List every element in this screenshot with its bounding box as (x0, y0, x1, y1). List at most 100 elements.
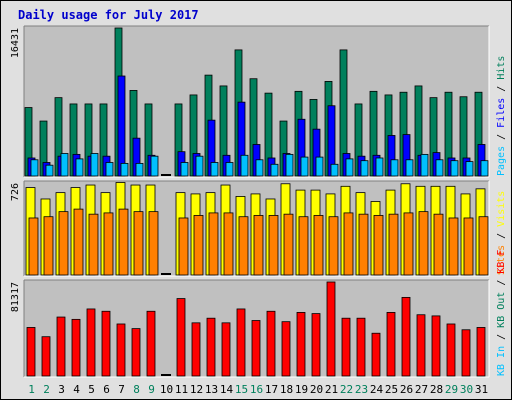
bar-kbf-day-12 (191, 322, 201, 377)
bar-kbf-day-15 (236, 308, 246, 377)
bar-kbf-day-7 (116, 323, 126, 377)
bar-sites-day-3 (58, 211, 69, 276)
bar-sites-day-20 (313, 215, 324, 276)
bar-sites-day-21 (328, 216, 339, 276)
bar-sites-day-25 (388, 213, 399, 276)
bar-sites-day-18 (283, 213, 294, 276)
bar-kbf-day-20 (311, 313, 321, 377)
x-tick-label: 18 (280, 383, 293, 396)
x-tick-label: 5 (88, 383, 95, 396)
bar-pages-day-29 (450, 160, 459, 177)
bar-sites-day-17 (268, 215, 279, 276)
bar-files-day-7 (117, 75, 126, 177)
bar-kbf-day-21 (326, 281, 336, 377)
bar-kbf-day-8 (131, 328, 141, 377)
bar-pages-day-4 (75, 158, 84, 177)
chart-title: Daily usage for July 2017 (18, 8, 199, 22)
legend-bottom-part-1: / (496, 328, 507, 346)
bar-kbf-day-27 (416, 314, 426, 377)
bar-sites-day-28 (433, 213, 444, 276)
bar-pages-day-1 (30, 159, 39, 177)
bar-pages-day-17 (270, 163, 279, 177)
x-tick-label: 9 (148, 383, 155, 396)
bar-kbf-day-17 (266, 310, 276, 377)
bar-kbf-day-28 (431, 315, 441, 377)
bar-sites-day-5 (88, 213, 99, 276)
ylabel-max-middle: 726 (10, 183, 21, 201)
bar-kbf-day-4 (71, 318, 81, 377)
bar-pages-day-25 (390, 159, 399, 177)
x-tick-label: 31 (475, 383, 488, 396)
x-tick-label: 24 (370, 383, 384, 396)
bar-sites-day-1 (28, 217, 39, 276)
x-tick-label: 7 (118, 383, 125, 396)
bar-pages-day-28 (435, 159, 444, 177)
legend-top-part-3: / (496, 80, 507, 98)
bar-pages-day-21 (330, 163, 339, 177)
bar-pages-day-3 (60, 153, 69, 177)
bar-pages-day-6 (105, 162, 114, 177)
bar-kbf-day-11 (176, 298, 186, 377)
bar-kbf-day-3 (56, 316, 66, 377)
bar-kbf-day-6 (101, 310, 111, 377)
bar-pages-day-16 (255, 159, 264, 177)
panel-visits-sites (23, 180, 490, 277)
panel-kbytes (23, 279, 490, 378)
bar-sites-day-8 (133, 211, 144, 276)
x-tick-label: 3 (58, 383, 65, 396)
bar-kbf-day-5 (86, 308, 96, 377)
bar-sites-day-12 (193, 215, 204, 276)
bar-pages-day-14 (225, 162, 234, 177)
bar-sites-day-14 (223, 212, 234, 276)
bar-pages-day-8 (135, 162, 144, 177)
bar-pages-day-20 (315, 156, 324, 177)
bar-sites-day-30 (463, 217, 474, 276)
x-tick-label: 16 (250, 383, 263, 396)
legend-bottom-part-0: KB In (496, 346, 507, 376)
bar-kbf-day-9 (146, 310, 156, 377)
bar-pages-day-18 (285, 153, 294, 177)
x-tick-label: 23 (355, 383, 368, 396)
bar-sites-day-19 (298, 216, 309, 276)
bar-kbf-day-29 (446, 323, 456, 377)
legend-middle-part-0: Sites (496, 245, 507, 275)
x-tick-label: 30 (460, 383, 473, 396)
legend-top-text: Pages / Files / Hits (496, 56, 507, 176)
bar-sites-day-9 (148, 211, 159, 276)
x-tick-label: 19 (295, 383, 308, 396)
bar-pages-day-15 (240, 154, 249, 177)
x-tick-label: 26 (400, 383, 413, 396)
bar-sites-day-4 (73, 208, 84, 276)
x-tick-label: 25 (385, 383, 398, 396)
x-tick-label: 6 (103, 383, 110, 396)
bar-kbf-day-23 (356, 317, 366, 377)
bar-pages-day-23 (360, 160, 369, 177)
legend-middle: Sites / Visits (496, 191, 507, 275)
bar-sites-day-16 (253, 215, 264, 276)
bar-pages-day-30 (465, 161, 474, 177)
bar-pages-day-24 (375, 157, 384, 177)
bar-kbf-day-22 (341, 317, 351, 377)
bar-kbf-day-18 (281, 321, 291, 377)
x-tick-label: 13 (205, 383, 218, 396)
bar-sites-day-29 (448, 217, 459, 276)
x-tick-label: 20 (310, 383, 323, 396)
bar-sites-day-11 (178, 217, 189, 276)
bar-kbf-day-13 (206, 317, 216, 377)
legend-middle-part-1: / (496, 227, 507, 245)
bar-kbf-day-16 (251, 320, 261, 377)
bar-kbf-day-30 (461, 329, 471, 377)
bar-pages-day-2 (45, 164, 54, 177)
bar-sites-day-22 (343, 212, 354, 276)
x-tick-label: 29 (445, 383, 458, 396)
ylabel-max-top: 16431 (10, 28, 21, 58)
legend-bottom-part-4: KB F (496, 250, 507, 274)
x-tick-label: 8 (133, 383, 140, 396)
bar-sites-day-24 (373, 215, 384, 276)
bar-pages-day-26 (405, 159, 414, 177)
x-tick-label: 10 (160, 383, 173, 396)
bar-pages-day-7 (120, 162, 129, 177)
bar-sites-day-2 (43, 216, 54, 276)
bar-pages-day-22 (345, 158, 354, 177)
